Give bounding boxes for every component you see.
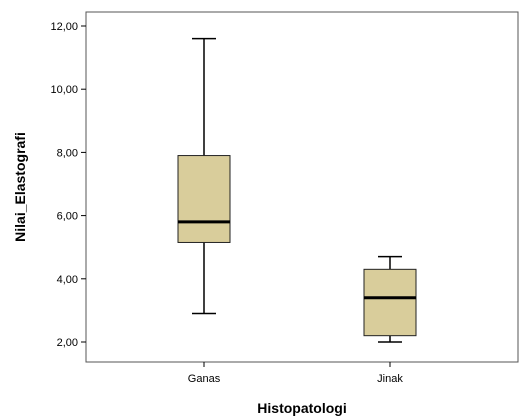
iqr-box [363, 268, 417, 337]
box-jinak [363, 255, 417, 343]
iqr-box [177, 155, 231, 243]
plot-area [85, 11, 519, 363]
y-tick-label: 6,00 [57, 211, 78, 223]
box-ganas [177, 37, 231, 315]
y-tick-label: 12,00 [50, 21, 78, 33]
y-tick-label: 4,00 [57, 274, 78, 286]
y-tick-label: 2,00 [57, 337, 78, 349]
box-series [177, 37, 417, 343]
x-axis: Ganas Jinak [188, 362, 403, 385]
x-tick-label: Ganas [188, 373, 221, 385]
y-axis-title: Nilai_Elastografi [12, 132, 28, 242]
y-tick-label: 8,00 [57, 147, 78, 159]
y-axis: 2,00 4,00 6,00 8,00 10,00 12,00 [50, 21, 86, 349]
x-axis-title: Histopatologi [257, 400, 346, 416]
x-tick-label: Jinak [377, 373, 403, 385]
y-tick-label: 10,00 [50, 84, 78, 96]
